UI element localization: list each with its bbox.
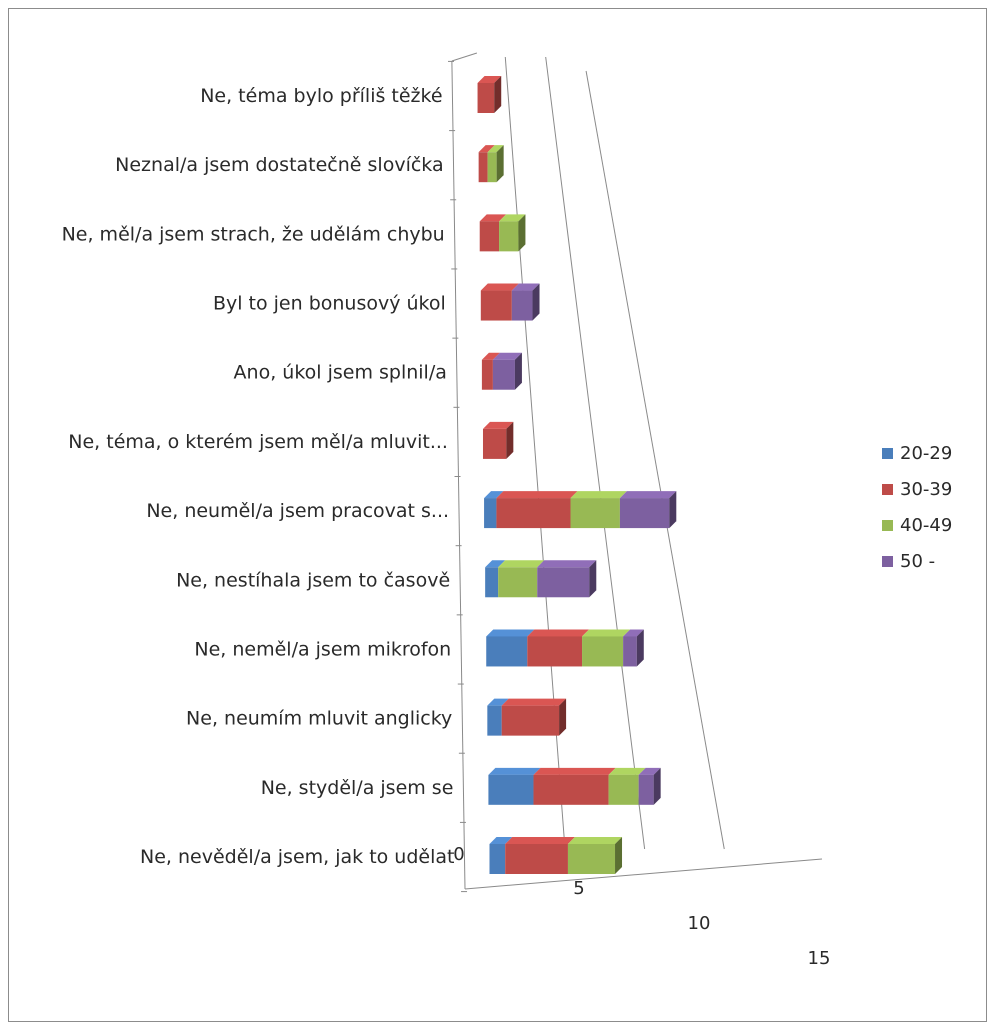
bar-50--8 <box>537 560 597 598</box>
category-labels: Ne, téma bylo příliš těžké Neznal/a jsem … <box>62 85 455 868</box>
category-label-7: Ne, neuměl/a jsem pracovat s... <box>146 500 449 522</box>
bar-30-39-10 <box>501 698 567 736</box>
value-tick-label-15: 15 <box>808 948 831 969</box>
bar-30-39-3 <box>479 214 507 252</box>
legend-label-4: 50 - <box>900 551 935 572</box>
bar-side-6 <box>506 421 514 459</box>
bar-30-39-4 <box>480 283 519 321</box>
bar-side-8 <box>589 560 597 598</box>
bar-side-11 <box>653 767 661 805</box>
category-label-8: Ne, nestíhala jsem to časově <box>176 569 450 591</box>
bar-20-29-9 <box>486 629 535 667</box>
category-label-3: Ne, měl/a jsem strach, že udělám chybu <box>62 223 445 245</box>
bar-side-9 <box>636 629 644 667</box>
value-tick-label-5: 5 <box>573 878 584 899</box>
bar-40-49-2 <box>487 145 504 183</box>
category-label-6: Ne, téma, o kterém jsem měl/a mluvit... <box>68 431 448 453</box>
bar-side-12 <box>615 837 623 874</box>
legend-label-2: 30-39 <box>900 479 952 500</box>
category-label-11: Ne, styděl/a jsem se <box>261 777 454 799</box>
value-tick-label-0: 0 <box>453 844 464 865</box>
bar-20-29-12 <box>489 837 513 874</box>
category-label-2: Neznal/a jsem dostatečně slovíčka <box>115 154 443 176</box>
bar-30-39-5 <box>481 352 500 390</box>
bar-40-49-7 <box>570 491 627 529</box>
category-axis-line <box>451 60 466 890</box>
category-axis <box>448 52 823 893</box>
bar-30-39-9 <box>527 629 590 667</box>
legend-label-3: 40-49 <box>900 515 952 536</box>
category-label-10: Ne, neumím mluvit anglicky <box>186 708 452 730</box>
legend: 20-29 30-39 40-49 50 - <box>882 443 952 572</box>
value-axis-ticks: 0 5 10 15 <box>453 844 830 969</box>
bar-40-49-12 <box>567 837 623 874</box>
floor-edge <box>464 858 823 890</box>
stacked-bar-chart: Ne, téma bylo příliš těžké Neznal/a jsem … <box>62 52 952 969</box>
legend-label-1: 20-29 <box>900 443 952 464</box>
gridline-10 <box>545 56 646 850</box>
bar-20-29-11 <box>488 767 541 805</box>
bar-40-49-11 <box>608 767 646 805</box>
legend-swatch-1 <box>882 448 893 459</box>
bar-30-39-7 <box>496 491 578 529</box>
bar-side-4 <box>532 283 540 321</box>
top-edge <box>451 52 478 62</box>
chart-frame: Ne, téma bylo příliš těžké Neznal/a jsem … <box>8 8 987 1022</box>
bar-20-29-8 <box>485 560 506 598</box>
bar-30-39-11 <box>533 767 616 805</box>
bar-50--11 <box>638 767 661 805</box>
bar-40-49-3 <box>499 214 526 252</box>
bar-50--4 <box>511 283 540 321</box>
bar-side-10 <box>559 698 567 736</box>
bar-30-39-1 <box>477 76 502 113</box>
legend-swatch-4 <box>882 556 893 567</box>
bar-50--9 <box>623 629 644 667</box>
bars <box>477 76 677 874</box>
bar-50--7 <box>619 491 677 529</box>
bar-side-2 <box>496 145 504 183</box>
bar-side-7 <box>669 491 677 529</box>
value-tick-label-10: 10 <box>688 913 711 934</box>
category-label-5: Ano, úkol jsem splnil/a <box>234 362 447 384</box>
legend-swatch-3 <box>882 520 893 531</box>
category-label-4: Byl to jen bonusový úkol <box>213 293 446 315</box>
category-label-12: Ne, nevěděl/a jsem, jak to udělat <box>140 846 454 868</box>
category-label-9: Ne, neměl/a jsem mikrofon <box>194 638 451 660</box>
bar-50--5 <box>492 352 522 390</box>
bar-40-49-8 <box>498 560 545 598</box>
bar-30-39-2 <box>478 145 495 183</box>
bar-20-29-7 <box>484 491 504 529</box>
legend-swatch-2 <box>882 484 893 495</box>
gridline-15 <box>585 70 725 850</box>
bar-side-5 <box>514 352 522 390</box>
bar-30-39-6 <box>482 421 514 459</box>
bar-40-49-9 <box>582 629 631 667</box>
bar-20-29-10 <box>487 698 509 736</box>
bar-side-3 <box>518 214 526 252</box>
bar-side-1 <box>494 76 502 113</box>
category-label-1: Ne, téma bylo příliš těžké <box>200 85 442 107</box>
bar-30-39-12 <box>505 837 575 874</box>
